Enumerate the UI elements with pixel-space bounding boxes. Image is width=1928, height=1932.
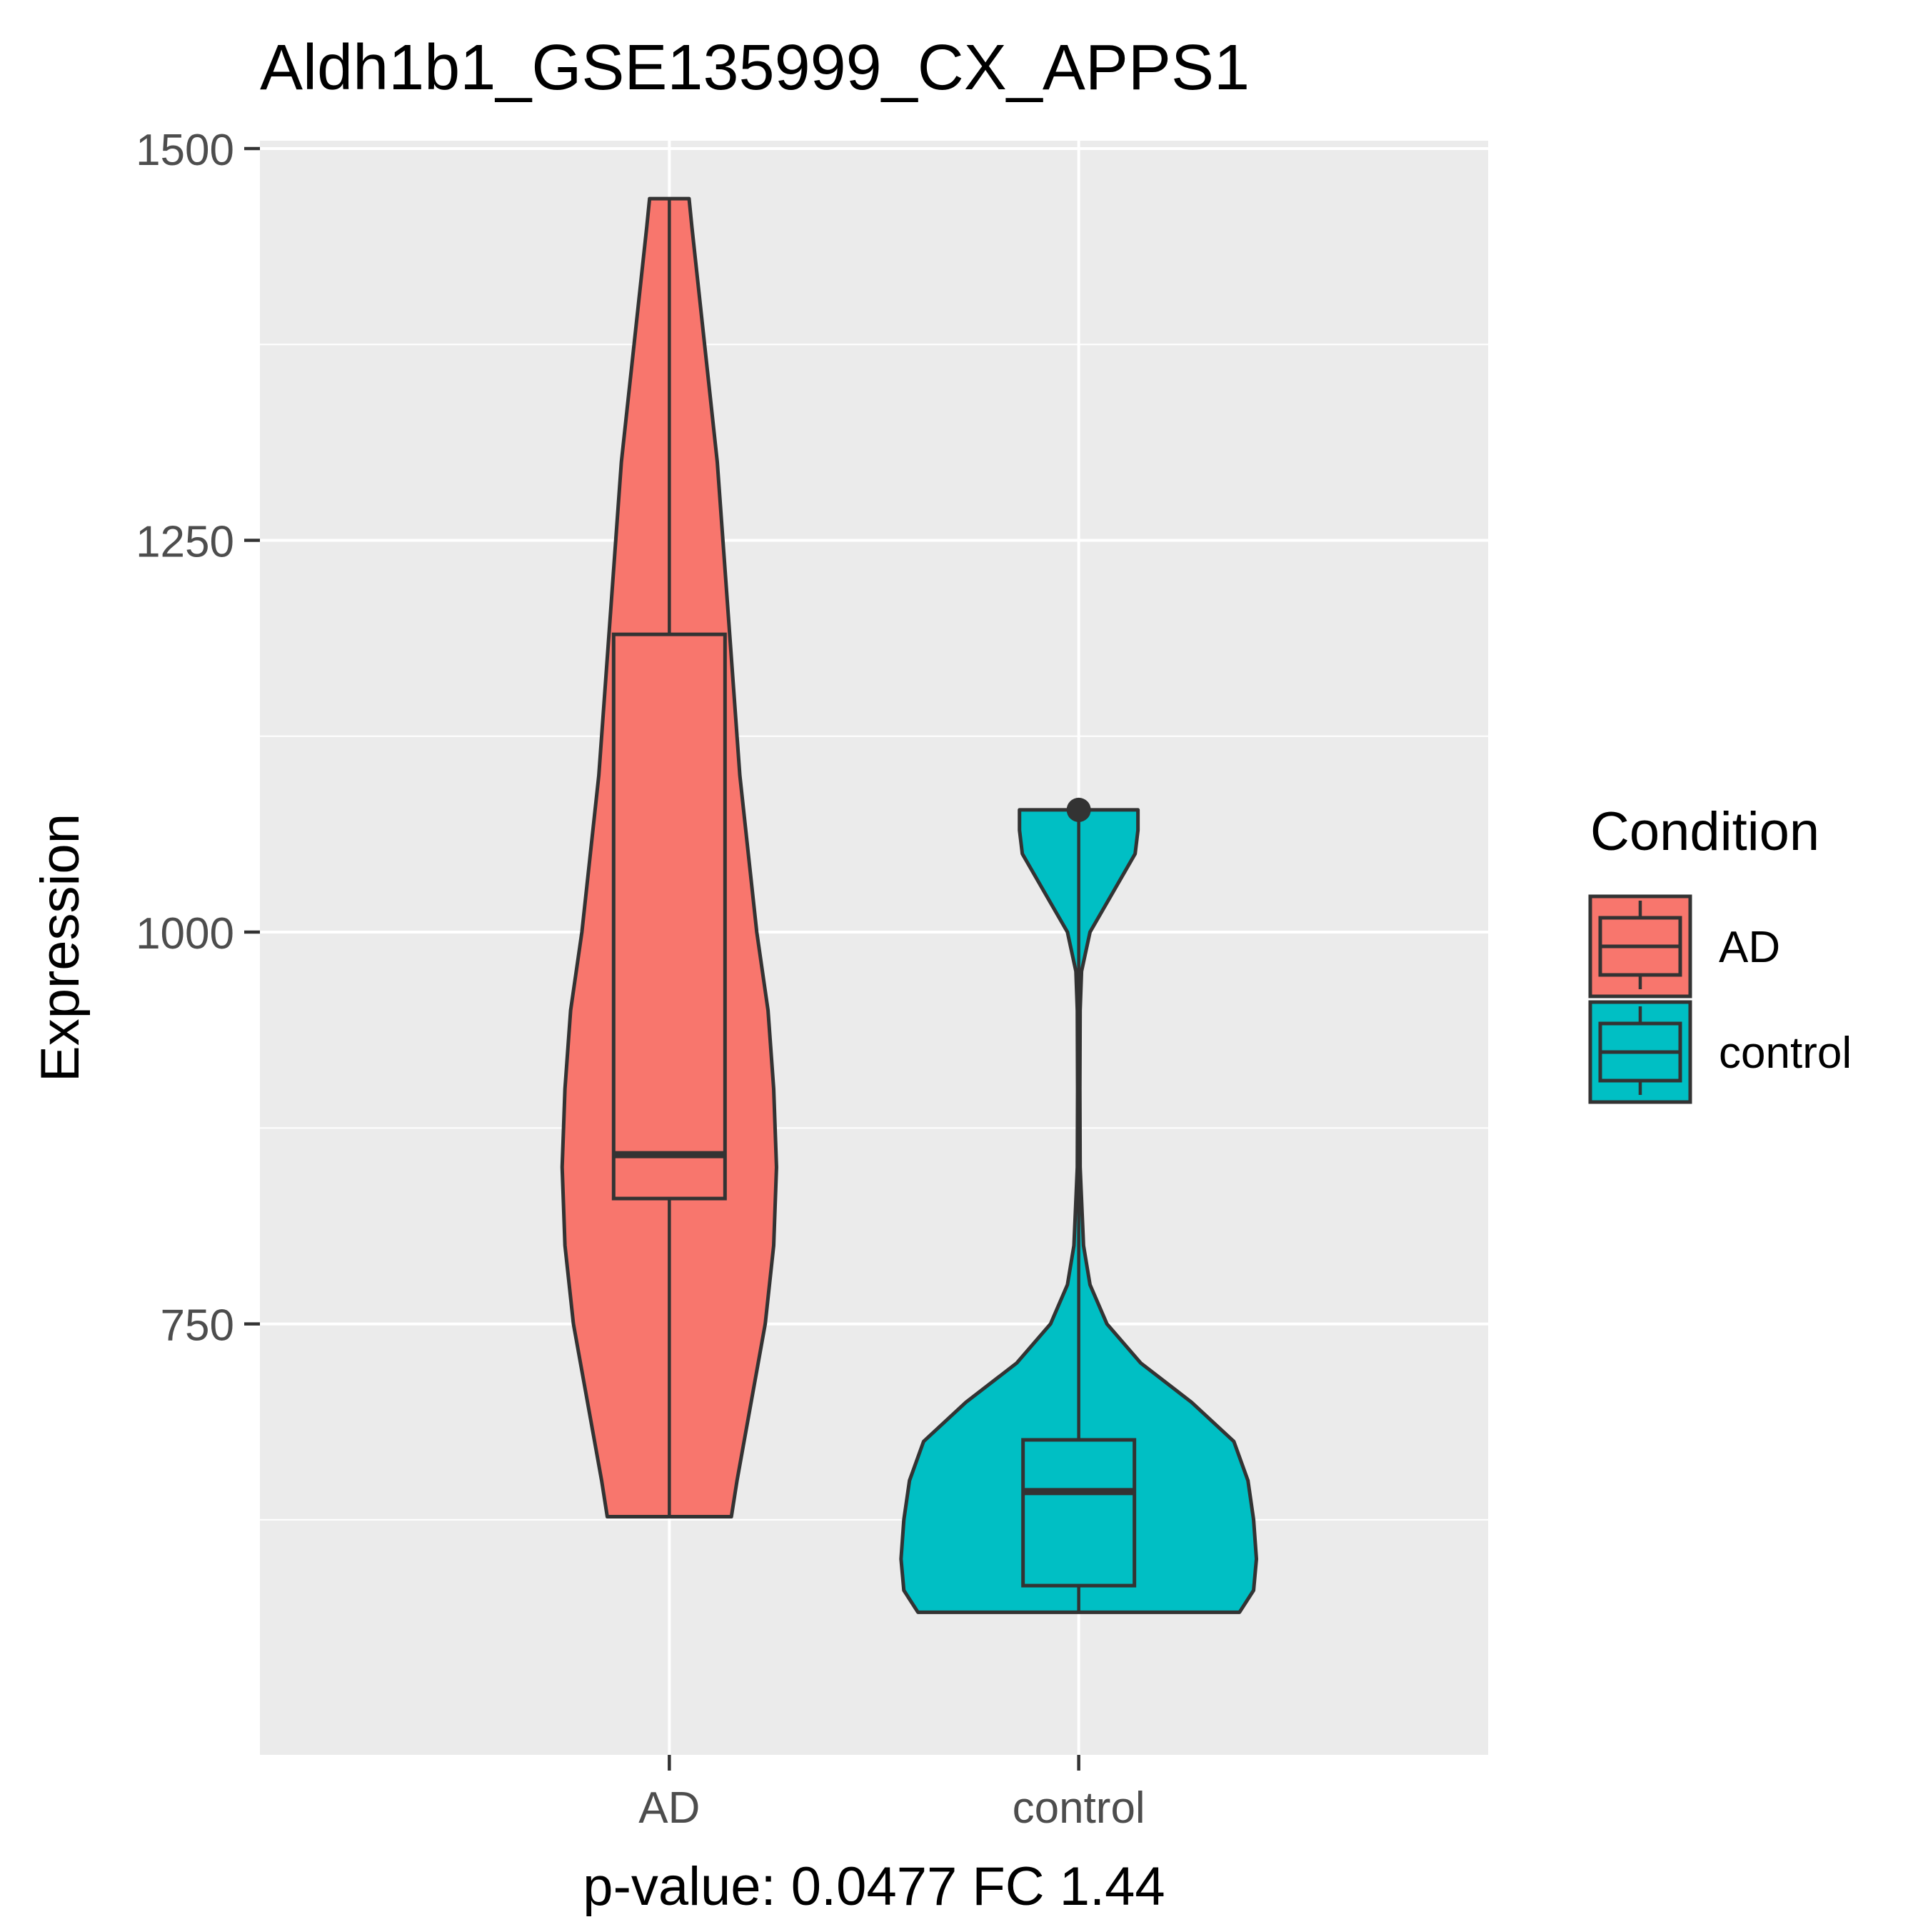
panel-background bbox=[260, 141, 1488, 1755]
y-tick-label: 1250 bbox=[136, 518, 234, 567]
x-axis-title: p-value: 0.0477 FC 1.44 bbox=[583, 1856, 1165, 1917]
legend-label-control: control bbox=[1719, 1028, 1852, 1078]
legend-keys: AD control bbox=[1588, 894, 1852, 1104]
legend-label-AD: AD bbox=[1719, 923, 1780, 972]
chart-title: Aldh1b1_GSE135999_CX_APPS1 bbox=[260, 32, 1250, 104]
y-tick-label: 1500 bbox=[136, 126, 234, 175]
outlier-point-control bbox=[1066, 797, 1091, 822]
legend-title: Condition bbox=[1590, 801, 1819, 862]
legend: Condition AD control bbox=[1588, 801, 1852, 1104]
box-AD bbox=[611, 632, 727, 1201]
x-tick-label: AD bbox=[638, 1783, 700, 1833]
violins bbox=[560, 196, 1259, 1614]
axes: 750 1000 1250 1500 AD control bbox=[136, 126, 1145, 1833]
x-tick-label: control bbox=[1013, 1783, 1145, 1833]
box-control bbox=[1021, 1438, 1137, 1588]
y-axis-title: Expression bbox=[30, 814, 91, 1082]
y-tick-label: 750 bbox=[161, 1301, 234, 1351]
y-tick-label: 1000 bbox=[136, 909, 234, 959]
